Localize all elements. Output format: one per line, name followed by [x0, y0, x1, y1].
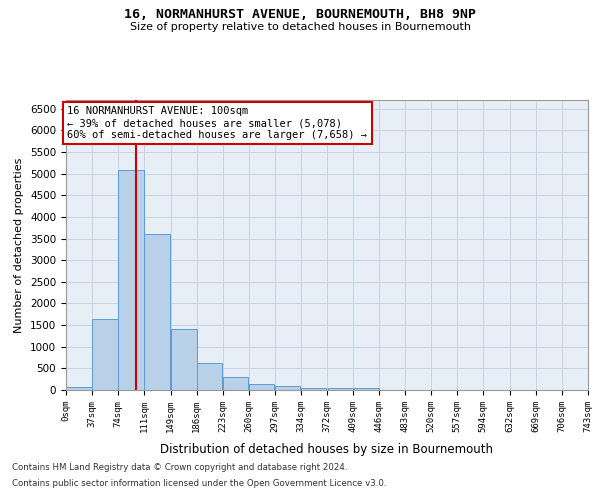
Text: Distribution of detached houses by size in Bournemouth: Distribution of detached houses by size … — [161, 442, 493, 456]
Text: Size of property relative to detached houses in Bournemouth: Size of property relative to detached ho… — [130, 22, 470, 32]
Bar — [118, 170, 144, 390]
Text: Contains HM Land Registry data © Crown copyright and database right 2024.: Contains HM Land Registry data © Crown c… — [12, 464, 347, 472]
Text: 16, NORMANHURST AVENUE, BOURNEMOUTH, BH8 9NP: 16, NORMANHURST AVENUE, BOURNEMOUTH, BH8… — [124, 8, 476, 20]
Bar — [92, 318, 118, 390]
Bar — [249, 384, 274, 390]
Bar — [328, 388, 353, 390]
Bar — [275, 386, 301, 390]
Bar — [301, 388, 326, 390]
Bar — [171, 329, 197, 390]
Bar — [353, 388, 379, 390]
Y-axis label: Number of detached properties: Number of detached properties — [14, 158, 25, 332]
Bar — [144, 234, 170, 390]
Text: Contains public sector information licensed under the Open Government Licence v3: Contains public sector information licen… — [12, 478, 386, 488]
Bar — [197, 363, 223, 390]
Text: 16 NORMANHURST AVENUE: 100sqm
← 39% of detached houses are smaller (5,078)
60% o: 16 NORMANHURST AVENUE: 100sqm ← 39% of d… — [67, 106, 367, 140]
Bar — [223, 377, 248, 390]
Bar — [66, 387, 92, 390]
